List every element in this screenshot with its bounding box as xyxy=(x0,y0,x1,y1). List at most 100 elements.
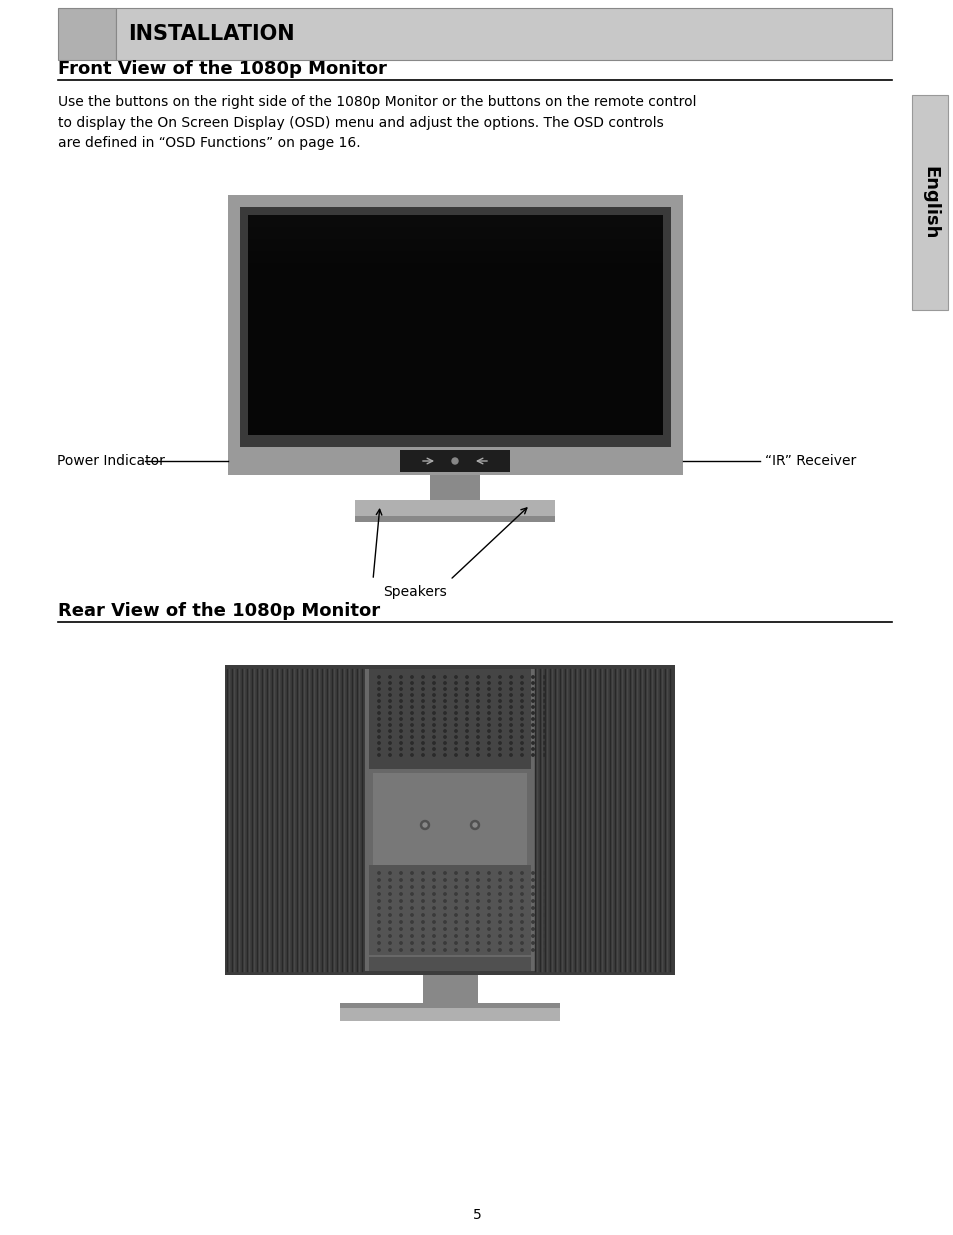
Circle shape xyxy=(389,900,391,903)
Circle shape xyxy=(498,736,500,739)
Bar xyxy=(240,207,670,463)
Circle shape xyxy=(389,885,391,888)
Circle shape xyxy=(455,676,456,678)
Circle shape xyxy=(455,748,456,750)
Circle shape xyxy=(498,742,500,745)
Circle shape xyxy=(487,906,490,909)
Circle shape xyxy=(476,730,478,732)
Circle shape xyxy=(455,914,456,916)
Circle shape xyxy=(411,705,413,708)
Circle shape xyxy=(443,942,446,945)
Circle shape xyxy=(411,921,413,924)
Bar xyxy=(339,1003,559,1008)
Circle shape xyxy=(421,948,424,951)
Circle shape xyxy=(520,872,522,874)
Circle shape xyxy=(465,730,468,732)
Circle shape xyxy=(455,724,456,726)
Circle shape xyxy=(520,885,522,888)
Circle shape xyxy=(411,694,413,697)
Circle shape xyxy=(421,906,424,909)
Circle shape xyxy=(531,879,534,882)
Circle shape xyxy=(520,718,522,720)
Circle shape xyxy=(470,867,479,876)
Circle shape xyxy=(399,935,402,937)
Circle shape xyxy=(465,893,468,895)
Circle shape xyxy=(399,893,402,895)
Circle shape xyxy=(542,942,544,945)
Circle shape xyxy=(509,724,512,726)
Circle shape xyxy=(542,694,544,697)
Circle shape xyxy=(433,748,435,750)
Circle shape xyxy=(455,688,456,690)
Circle shape xyxy=(443,748,446,750)
Circle shape xyxy=(377,948,380,951)
Circle shape xyxy=(465,742,468,745)
Bar xyxy=(248,215,662,219)
Circle shape xyxy=(520,906,522,909)
Circle shape xyxy=(377,935,380,937)
Circle shape xyxy=(465,700,468,703)
Circle shape xyxy=(498,753,500,756)
Circle shape xyxy=(443,753,446,756)
Circle shape xyxy=(377,885,380,888)
Circle shape xyxy=(465,927,468,930)
Circle shape xyxy=(377,730,380,732)
Circle shape xyxy=(433,711,435,714)
Circle shape xyxy=(377,705,380,708)
Bar xyxy=(116,7,891,61)
Circle shape xyxy=(487,694,490,697)
Circle shape xyxy=(487,879,490,882)
Circle shape xyxy=(433,885,435,888)
Circle shape xyxy=(411,711,413,714)
Circle shape xyxy=(399,676,402,678)
Circle shape xyxy=(455,872,456,874)
Circle shape xyxy=(498,885,500,888)
Circle shape xyxy=(411,718,413,720)
Bar xyxy=(248,215,662,435)
Circle shape xyxy=(389,872,391,874)
Circle shape xyxy=(433,900,435,903)
Circle shape xyxy=(465,879,468,882)
Circle shape xyxy=(420,867,429,876)
Circle shape xyxy=(377,893,380,895)
Circle shape xyxy=(443,885,446,888)
Circle shape xyxy=(421,730,424,732)
Circle shape xyxy=(531,900,534,903)
Circle shape xyxy=(421,711,424,714)
Circle shape xyxy=(531,682,534,684)
Bar xyxy=(369,957,531,971)
Circle shape xyxy=(498,688,500,690)
Circle shape xyxy=(377,927,380,930)
Circle shape xyxy=(411,900,413,903)
Circle shape xyxy=(531,736,534,739)
Circle shape xyxy=(455,694,456,697)
Circle shape xyxy=(465,736,468,739)
Circle shape xyxy=(476,927,478,930)
Circle shape xyxy=(377,724,380,726)
Circle shape xyxy=(498,927,500,930)
Text: INSTALLATION: INSTALLATION xyxy=(128,23,294,44)
Circle shape xyxy=(542,724,544,726)
Circle shape xyxy=(433,927,435,930)
Circle shape xyxy=(498,935,500,937)
Circle shape xyxy=(476,914,478,916)
Circle shape xyxy=(455,906,456,909)
Circle shape xyxy=(389,921,391,924)
Bar xyxy=(58,7,116,61)
Circle shape xyxy=(498,921,500,924)
Bar xyxy=(248,219,662,224)
Circle shape xyxy=(399,682,402,684)
Circle shape xyxy=(389,906,391,909)
Circle shape xyxy=(520,942,522,945)
Circle shape xyxy=(476,879,478,882)
Circle shape xyxy=(399,688,402,690)
Circle shape xyxy=(377,753,380,756)
Circle shape xyxy=(443,724,446,726)
Circle shape xyxy=(476,748,478,750)
Circle shape xyxy=(411,872,413,874)
Circle shape xyxy=(389,942,391,945)
Circle shape xyxy=(509,948,512,951)
Circle shape xyxy=(542,736,544,739)
Circle shape xyxy=(498,711,500,714)
Circle shape xyxy=(443,879,446,882)
